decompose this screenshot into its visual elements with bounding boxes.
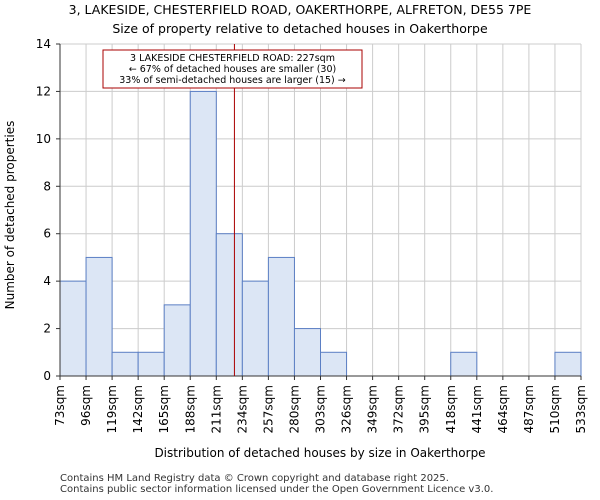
bar-142sqm: [137, 351, 165, 377]
y-tick-label: 10: [36, 132, 51, 146]
y-tick-label: 8: [43, 179, 51, 193]
x-tick-label: 188sqm: [183, 385, 197, 433]
x-tick-label: 395sqm: [418, 385, 432, 433]
footer-line-2: Contains public sector information licen…: [60, 484, 494, 495]
y-axis-label: Number of detached properties: [3, 121, 17, 310]
x-tick-label: 487sqm: [522, 385, 536, 433]
x-tick-label: 464sqm: [496, 385, 510, 433]
x-tick-label: 441sqm: [470, 385, 484, 433]
x-tick-label: 96sqm: [79, 385, 93, 426]
y-tick-label: 12: [36, 84, 51, 98]
bar-303sqm: [320, 351, 348, 377]
bar-510sqm: [554, 351, 582, 377]
x-axis-label: Distribution of detached houses by size …: [154, 446, 485, 460]
x-tick-label: 211sqm: [209, 385, 223, 433]
bar-165sqm: [163, 304, 191, 377]
chart-title: 3, LAKESIDE, CHESTERFIELD ROAD, OAKERTHO…: [68, 2, 532, 17]
x-tick-label: 533sqm: [574, 385, 588, 433]
bar-418sqm: [450, 351, 478, 377]
x-tick-label: 303sqm: [314, 385, 328, 433]
x-tick-label: 119sqm: [105, 385, 119, 433]
y-tick-label: 0: [43, 369, 51, 383]
bar-119sqm: [111, 351, 139, 377]
annotation-line-3: 33% of semi-detached houses are larger (…: [119, 75, 346, 86]
bar-280sqm: [293, 328, 322, 377]
bar-73sqm: [59, 280, 87, 377]
y-tick-label: 2: [43, 322, 51, 336]
x-tick-label: 73sqm: [53, 385, 67, 426]
x-tick-label: 349sqm: [366, 385, 380, 433]
x-tick-label: 510sqm: [548, 385, 562, 433]
x-tick-label: 280sqm: [287, 385, 301, 433]
y-tick-label: 6: [43, 227, 51, 241]
bar-96sqm: [85, 256, 113, 377]
annotation-line-1: 3 LAKESIDE CHESTERFIELD ROAD: 227sqm: [130, 53, 335, 64]
x-tick-label: 326sqm: [340, 385, 354, 433]
x-tick-label: 165sqm: [157, 385, 171, 433]
x-tick-label: 418sqm: [444, 385, 458, 433]
y-tick-label: 4: [43, 274, 51, 288]
chart-subtitle: Size of property relative to detached ho…: [112, 21, 488, 36]
bar-211sqm: [215, 233, 243, 377]
bar-234sqm: [241, 280, 269, 377]
annotation-box: [102, 49, 363, 89]
annotation-line-2: ← 67% of detached houses are smaller (30…: [129, 64, 336, 75]
bar-188sqm: [189, 90, 217, 377]
y-tick-label: 14: [36, 37, 51, 51]
x-tick-label: 372sqm: [392, 385, 406, 433]
x-tick-label: 142sqm: [131, 385, 145, 433]
x-tick-label: 257sqm: [261, 385, 275, 433]
footer-line-1: Contains HM Land Registry data © Crown c…: [60, 473, 449, 484]
bar-257sqm: [267, 256, 295, 377]
x-tick-label: 234sqm: [235, 385, 249, 433]
